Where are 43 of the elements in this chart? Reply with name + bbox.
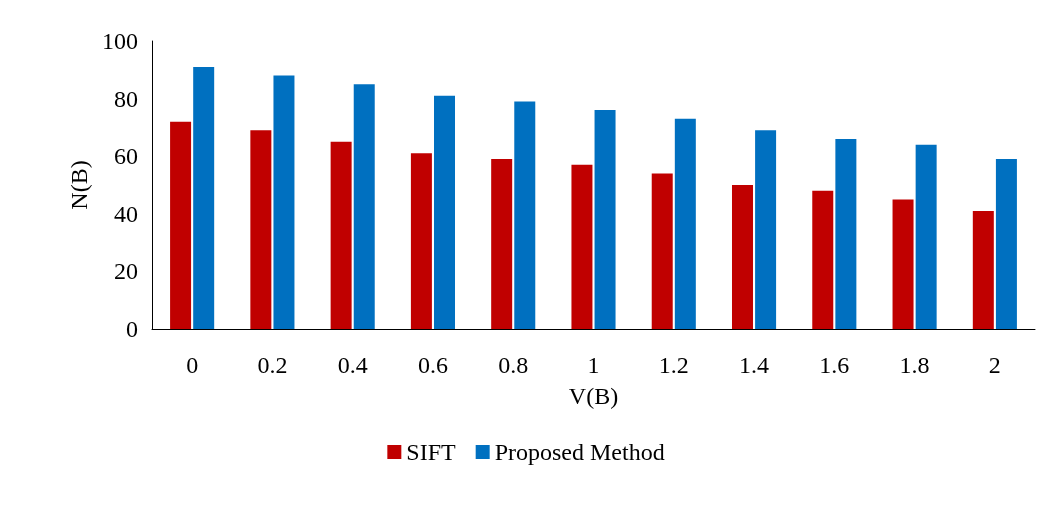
- bar: [892, 199, 914, 329]
- x-tick-label: 0.4: [337, 352, 368, 378]
- bar: [995, 159, 1017, 329]
- x-tick-label: 1: [587, 352, 600, 378]
- y-axis-title: N(B): [66, 160, 93, 210]
- bar: [514, 101, 536, 329]
- x-tick-label: 1.4: [739, 352, 770, 378]
- bar: [491, 159, 513, 329]
- bar: [651, 173, 673, 329]
- bar: [250, 130, 272, 329]
- bar: [812, 190, 834, 329]
- x-tick-label: 2: [988, 352, 1001, 378]
- y-tick-label: 80: [114, 85, 138, 112]
- y-tick-label: 60: [114, 143, 138, 170]
- bar: [755, 130, 777, 329]
- bar: [835, 138, 857, 329]
- x-tick-label: 0.6: [417, 352, 448, 378]
- bar: [571, 164, 593, 329]
- x-axis-title: V(B): [568, 383, 619, 409]
- bar: [434, 95, 455, 329]
- legend-label: SIFT: [406, 439, 457, 465]
- x-tick-label: 0.2: [257, 352, 288, 378]
- bar: [674, 118, 696, 329]
- x-tick-label: 0.8: [498, 352, 529, 378]
- y-tick-label: 20: [114, 258, 138, 285]
- x-tick-label: 1.2: [658, 352, 689, 378]
- x-tick-label: 1.6: [819, 352, 850, 378]
- y-tick-label: 0: [126, 316, 138, 342]
- x-tick-label: 1.8: [899, 352, 930, 378]
- bar: [193, 66, 215, 329]
- x-tick-label: 0: [186, 352, 199, 378]
- bar: [330, 141, 352, 329]
- bar: [170, 121, 192, 329]
- bar: [410, 153, 432, 329]
- bar: [594, 110, 616, 329]
- bar: [273, 75, 295, 329]
- y-tick-label: 40: [114, 200, 138, 227]
- legend-label: Proposed Method: [494, 439, 665, 465]
- bar: [972, 210, 994, 329]
- bar: [353, 84, 375, 329]
- bar: [915, 144, 937, 329]
- y-tick-label: 100: [102, 28, 138, 54]
- bar: [732, 185, 753, 329]
